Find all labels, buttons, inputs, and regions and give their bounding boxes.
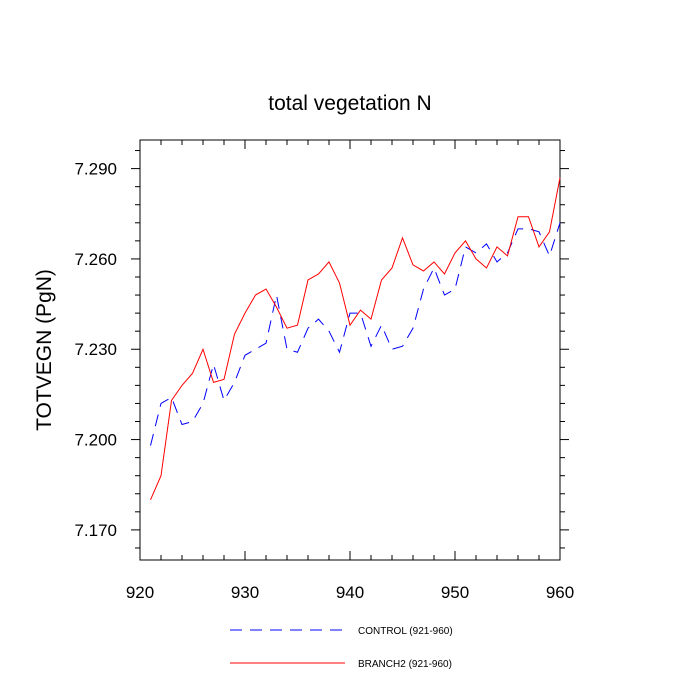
- y-tick-label: 7.260: [74, 250, 117, 269]
- y-tick-label: 7.290: [74, 160, 117, 179]
- series-lines: [150, 177, 561, 500]
- y-tick-label: 7.200: [74, 431, 117, 450]
- axis-ticks: 920 930 940 950 960 7.170 7.200 7.230 7.260 7.290: [74, 140, 574, 602]
- x-tick-label: 930: [231, 583, 259, 602]
- series-line-branch2: [150, 177, 561, 500]
- series-line-control: [150, 222, 561, 446]
- y-tick-label: 7.230: [74, 340, 117, 359]
- legend: CONTROL (921-960) BRANCH2 (921-960): [230, 626, 453, 670]
- x-tick-label: 940: [336, 583, 364, 602]
- y-tick-label: 7.170: [74, 521, 117, 540]
- legend-label: CONTROL (921-960): [358, 626, 453, 637]
- y-axis-label: TOTVEGN (PgN): [33, 269, 56, 431]
- chart-title: total vegetation N: [268, 92, 431, 115]
- legend-label: BRANCH2 (921-960): [358, 659, 452, 670]
- x-tick-label: 920: [126, 583, 154, 602]
- x-tick-label: 950: [441, 583, 469, 602]
- x-tick-label: 960: [546, 583, 574, 602]
